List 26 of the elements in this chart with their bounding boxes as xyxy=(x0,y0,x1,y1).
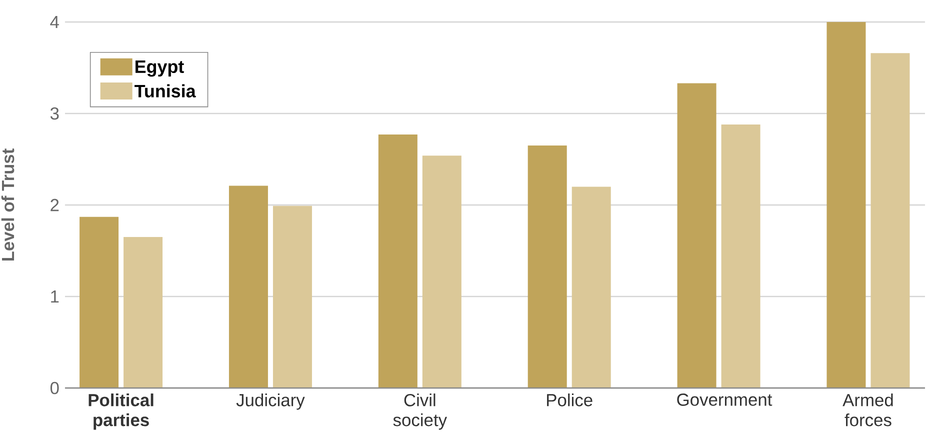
y-tick-label: 3 xyxy=(50,107,59,120)
bar xyxy=(870,53,910,388)
x-tick-label: Civil society xyxy=(393,394,448,430)
bar xyxy=(677,83,716,388)
bar xyxy=(228,186,268,388)
x-tick-label: Judiciary xyxy=(236,394,305,410)
bar xyxy=(80,216,119,388)
legend-label: Tunisia xyxy=(134,84,196,98)
bar xyxy=(572,186,611,388)
legend-label: Egypt xyxy=(136,60,184,77)
x-tick-label: Political parties xyxy=(88,394,154,430)
y-tick-label: 4 xyxy=(50,16,59,28)
y-tick-label: 1 xyxy=(51,290,59,302)
x-tick-label: Government xyxy=(677,394,772,406)
bar xyxy=(721,124,760,388)
bar xyxy=(528,146,567,388)
y-tick-label: 0 xyxy=(50,382,59,394)
y-axis-title: Level of Trust xyxy=(1,148,14,261)
y-tick-label: 2 xyxy=(50,198,59,212)
bar xyxy=(272,206,312,388)
x-tick-label: Armed forces xyxy=(842,394,893,426)
bar xyxy=(826,22,866,388)
bar xyxy=(422,156,462,388)
bar xyxy=(124,237,163,388)
bar xyxy=(378,134,418,388)
x-tick-label: Police xyxy=(547,394,592,406)
